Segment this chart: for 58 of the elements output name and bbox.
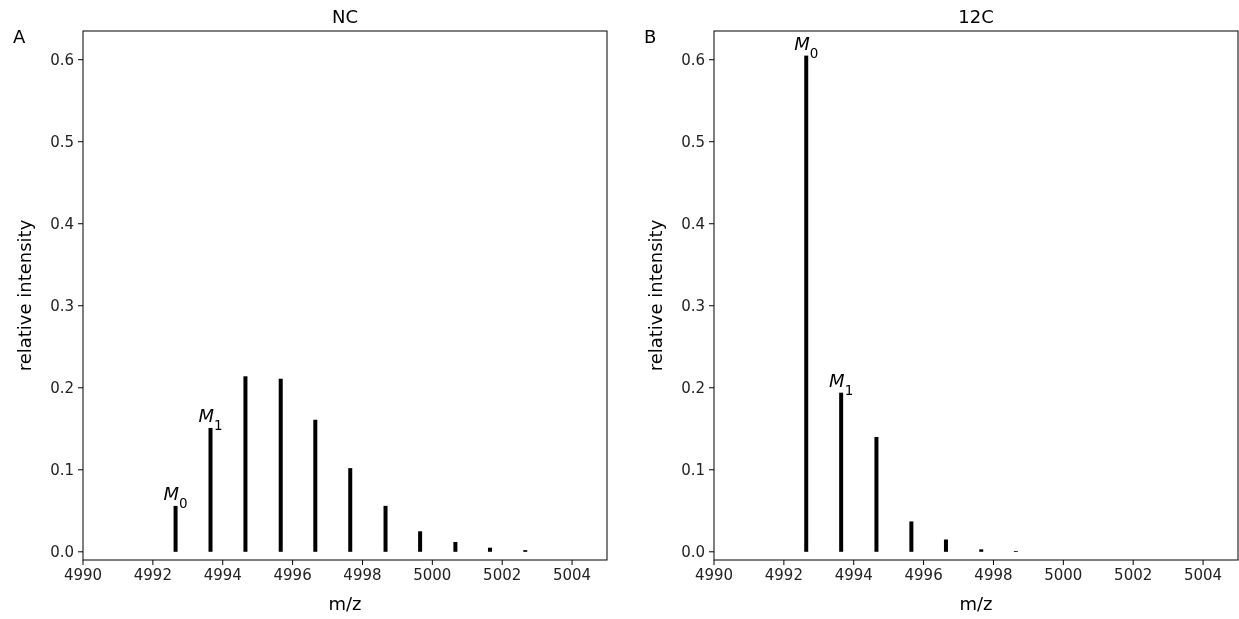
bar: [278, 378, 283, 552]
x-tick-label: 4990: [63, 566, 103, 584]
x-tick-label: 5004: [552, 566, 592, 584]
bar: [874, 436, 879, 552]
bar: [208, 427, 213, 552]
x-tick-label: 5000: [413, 566, 452, 584]
bar: [173, 505, 178, 552]
x-tick-label: 4998: [343, 566, 382, 584]
bar: [243, 376, 248, 552]
annotation: M$_{1}$: [829, 369, 854, 398]
bar: [453, 541, 458, 552]
y-tick-label: 0.5: [681, 132, 705, 151]
bar: [383, 505, 388, 552]
bar: [839, 392, 844, 552]
y-tick-label: 0.0: [681, 543, 705, 562]
y-tick-label: 0.2: [50, 379, 74, 398]
y-tick-label: 0.2: [681, 379, 705, 398]
x-axis-title: m/z: [328, 593, 362, 614]
x-tick-label: 4996: [904, 566, 943, 584]
annotation: M$_{0}$: [163, 482, 188, 511]
x-tick-label: 4992: [764, 566, 803, 584]
x-tick-label: 5002: [1114, 566, 1153, 584]
x-tick-label: 5004: [1183, 566, 1223, 584]
x-tick-label: 4994: [203, 566, 242, 584]
y-tick-label: 0.6: [50, 50, 74, 69]
chart-title: 12C: [958, 6, 994, 27]
annotation: M$_{0}$: [794, 32, 819, 61]
y-tick-label: 0.3: [681, 297, 705, 315]
y-tick-label: 0.0: [50, 543, 74, 562]
x-tick-label: 5000: [1044, 566, 1083, 584]
x-tick-label: 4998: [974, 566, 1013, 584]
bar: [348, 468, 353, 552]
bar: [804, 55, 809, 552]
y-axis-title: relative intensity: [645, 219, 666, 372]
chart-title: NC: [331, 6, 359, 27]
bar: [943, 539, 948, 552]
x-tick-label: 5002: [483, 566, 522, 584]
x-tick-label: 4996: [273, 566, 312, 584]
x-tick-label: 4994: [834, 566, 873, 584]
text: B: [644, 26, 657, 47]
annotation: M$_{1}$: [198, 404, 223, 433]
bar: [418, 531, 423, 552]
bar: [979, 549, 984, 552]
y-tick-label: 0.6: [681, 50, 705, 69]
bar: [313, 419, 318, 552]
y-tick-label: 0.1: [50, 461, 74, 480]
y-tick-label: 0.5: [50, 132, 74, 151]
y-tick-label: 0.1: [681, 461, 705, 480]
y-tick-label: 0.4: [681, 214, 705, 233]
x-tick-label: 4992: [133, 566, 172, 584]
y-axis-title: relative intensity: [14, 219, 35, 372]
y-tick-label: 0.4: [50, 214, 74, 233]
y-tick-label: 0.3: [50, 297, 74, 315]
x-tick-label: 4990: [694, 566, 734, 584]
bar: [909, 521, 914, 552]
text: A: [13, 26, 26, 47]
bar: [487, 547, 492, 552]
x-axis-title: m/z: [959, 593, 993, 614]
